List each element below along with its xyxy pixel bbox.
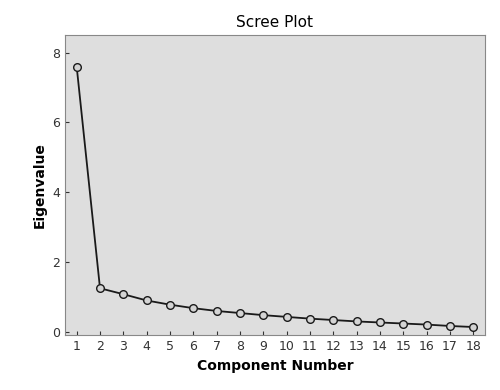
Y-axis label: Eigenvalue: Eigenvalue xyxy=(32,142,46,228)
Title: Scree Plot: Scree Plot xyxy=(236,15,314,30)
X-axis label: Component Number: Component Number xyxy=(196,359,354,373)
